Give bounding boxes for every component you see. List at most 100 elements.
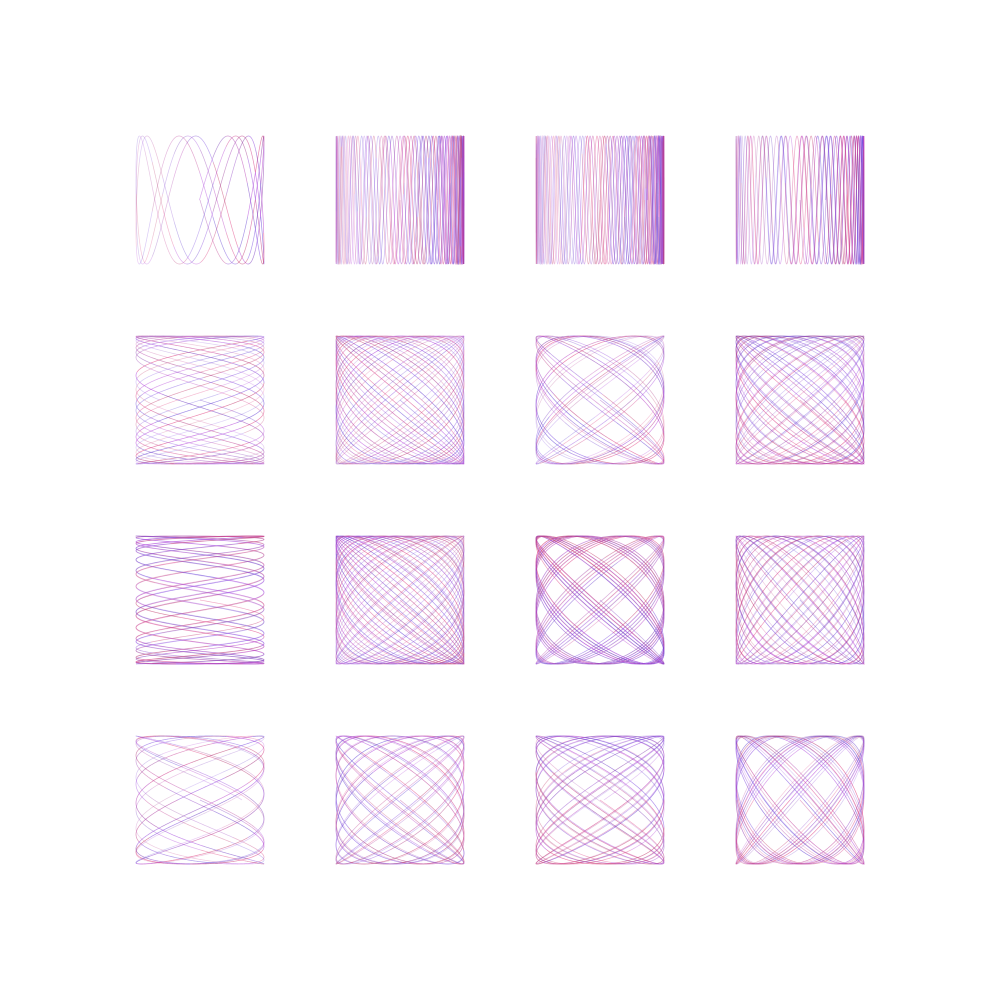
curve-segment bbox=[742, 605, 811, 665]
curve-segment bbox=[226, 366, 265, 389]
curve-segment bbox=[417, 135, 431, 251]
curve-segment bbox=[566, 535, 662, 595]
curve-segment bbox=[535, 582, 583, 663]
curve-segment bbox=[735, 335, 783, 363]
curve-segment bbox=[849, 735, 865, 763]
curve-segment bbox=[199, 149, 214, 189]
curve-segment bbox=[170, 536, 265, 544]
curve-segment bbox=[162, 740, 210, 755]
curve-segment bbox=[776, 562, 851, 647]
curve-segment bbox=[335, 553, 370, 638]
curve-segment bbox=[617, 771, 665, 828]
curve-segment bbox=[817, 335, 865, 363]
lissajous-figure-r2c4 bbox=[735, 335, 865, 465]
curve-segment bbox=[144, 377, 204, 401]
curve-segment bbox=[391, 449, 459, 465]
curve-segment bbox=[607, 437, 656, 463]
curve-segment bbox=[776, 335, 857, 363]
curve-segment bbox=[135, 645, 191, 660]
curve-segment bbox=[545, 416, 596, 454]
curve-segment bbox=[735, 535, 773, 584]
curve-segment bbox=[240, 738, 264, 751]
curve-segment bbox=[335, 737, 365, 773]
curve-segment bbox=[540, 737, 608, 773]
curve-segment bbox=[764, 799, 832, 862]
curve-segment bbox=[578, 827, 652, 863]
curve-segment bbox=[774, 641, 850, 665]
curve-segment bbox=[829, 762, 865, 838]
curve-segment bbox=[826, 641, 865, 665]
curve-segment bbox=[740, 338, 818, 401]
curve-segment bbox=[402, 135, 417, 261]
curve-segment bbox=[735, 399, 799, 462]
curve-segment bbox=[816, 627, 865, 665]
curve-segment bbox=[255, 211, 262, 251]
curve-segment bbox=[551, 135, 562, 265]
curve-segment bbox=[741, 535, 810, 573]
curve-segment bbox=[237, 772, 264, 795]
curve-segment bbox=[199, 199, 214, 243]
curve-segment bbox=[184, 543, 265, 559]
curve-segment bbox=[745, 738, 807, 801]
curve-segment bbox=[847, 762, 865, 838]
curve-segment bbox=[138, 135, 145, 144]
curve-segment bbox=[337, 135, 343, 238]
curve-segment bbox=[771, 837, 839, 865]
curve-segment bbox=[339, 594, 425, 663]
curve-segment bbox=[246, 199, 256, 243]
curve-segment bbox=[772, 338, 855, 401]
curve-segment bbox=[181, 653, 265, 663]
curve-segment bbox=[548, 371, 601, 418]
curve-segment bbox=[535, 571, 563, 660]
curve-segment bbox=[144, 799, 184, 823]
curve-segment bbox=[203, 845, 248, 860]
curve-segment bbox=[138, 249, 145, 265]
curve-segment bbox=[143, 538, 252, 551]
curve-segment bbox=[851, 735, 865, 763]
curve-segment bbox=[225, 135, 238, 147]
curve-segment bbox=[416, 749, 464, 801]
curve-segment bbox=[605, 749, 663, 801]
curve-segment bbox=[135, 458, 170, 465]
curve-segment bbox=[149, 549, 258, 568]
curve-segment bbox=[405, 353, 463, 418]
curve-segment bbox=[135, 622, 199, 643]
curve-segment bbox=[537, 135, 543, 265]
curve-segment bbox=[339, 336, 404, 378]
lissajous-figure-r1c2 bbox=[335, 134, 465, 266]
lissajous-svg bbox=[335, 535, 465, 665]
curve-segment bbox=[391, 135, 406, 265]
curve-segment bbox=[260, 146, 265, 184]
curve-segment bbox=[736, 535, 789, 558]
curve-segment bbox=[535, 535, 592, 568]
curve-segment bbox=[403, 362, 463, 428]
curve-segment bbox=[335, 849, 360, 865]
curve-segment bbox=[535, 549, 622, 643]
curve-segment bbox=[599, 799, 662, 851]
curve-segment bbox=[237, 136, 249, 158]
curve-segment bbox=[135, 557, 215, 578]
curve-segment bbox=[353, 827, 419, 863]
curve-segment bbox=[225, 757, 260, 778]
curve-segment bbox=[162, 393, 231, 418]
curve-segment bbox=[560, 377, 617, 423]
curve-segment bbox=[630, 799, 665, 851]
curve-segment bbox=[135, 338, 160, 351]
curve-segment bbox=[378, 135, 393, 238]
curve-segment bbox=[743, 135, 753, 228]
curve-segment bbox=[346, 371, 420, 438]
curve-segment bbox=[171, 611, 265, 633]
curve-segment bbox=[161, 346, 230, 363]
curve-segment bbox=[351, 437, 427, 465]
curve-segment bbox=[376, 599, 462, 664]
curve-segment bbox=[774, 338, 856, 401]
curve-segment bbox=[146, 627, 255, 647]
curve-segment bbox=[610, 849, 664, 865]
curve-segment bbox=[781, 362, 860, 438]
curve-segment bbox=[335, 357, 374, 423]
curve-segment bbox=[535, 799, 555, 851]
curve-segment bbox=[413, 799, 463, 851]
curve-segment bbox=[779, 399, 859, 462]
curve-segment bbox=[535, 411, 567, 451]
curve-segment bbox=[335, 771, 374, 828]
